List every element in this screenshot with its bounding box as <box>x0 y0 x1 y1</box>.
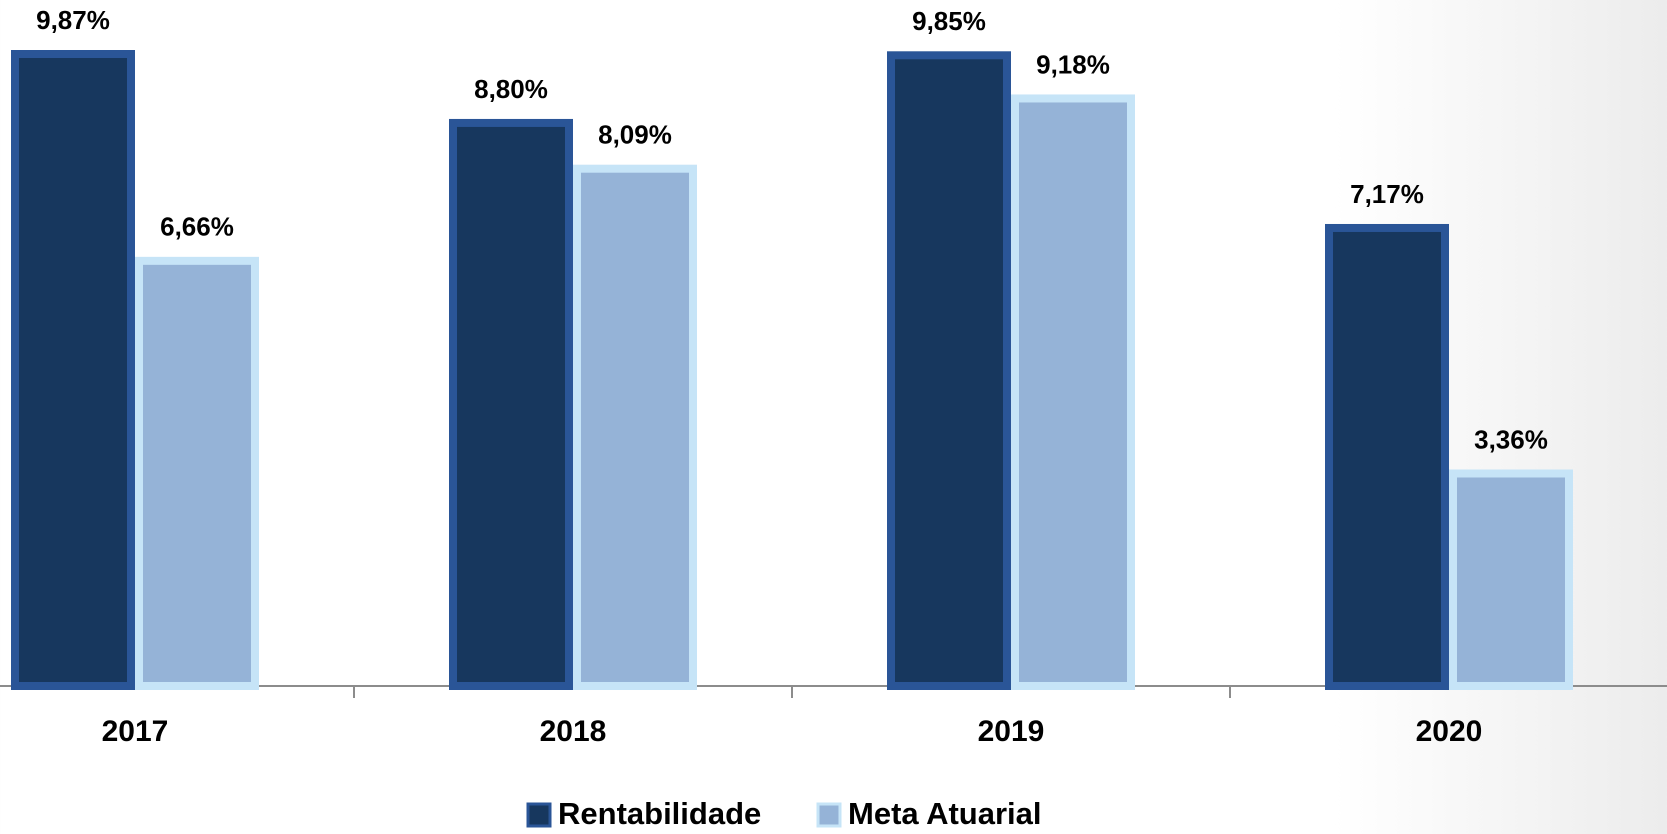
bar <box>11 50 135 690</box>
legend-label: Rentabilidade <box>558 796 761 831</box>
legend-swatch <box>526 802 552 828</box>
bar <box>887 51 1011 690</box>
x-tick-label: 2019 <box>978 715 1045 748</box>
x-tick-label: 2017 <box>102 715 169 748</box>
value-label: 8,80% <box>474 74 548 104</box>
bar <box>135 256 259 690</box>
bar <box>573 164 697 690</box>
bar <box>1325 223 1449 691</box>
x-tick-label: 2018 <box>540 715 607 748</box>
x-tick-label: 2020 <box>1416 715 1483 748</box>
value-label: 9,18% <box>1036 49 1110 79</box>
value-label: 7,17% <box>1350 179 1424 209</box>
bar <box>449 118 573 691</box>
legend-swatch <box>816 802 842 828</box>
value-label: 9,87% <box>36 5 110 35</box>
value-label: 8,09% <box>598 120 672 150</box>
value-label: 6,66% <box>160 212 234 242</box>
value-label: 9,85% <box>912 6 986 36</box>
bar <box>1449 469 1573 690</box>
legend-label: Meta Atuarial <box>848 796 1042 831</box>
value-label: 3,36% <box>1474 424 1548 454</box>
bar <box>1011 94 1135 690</box>
